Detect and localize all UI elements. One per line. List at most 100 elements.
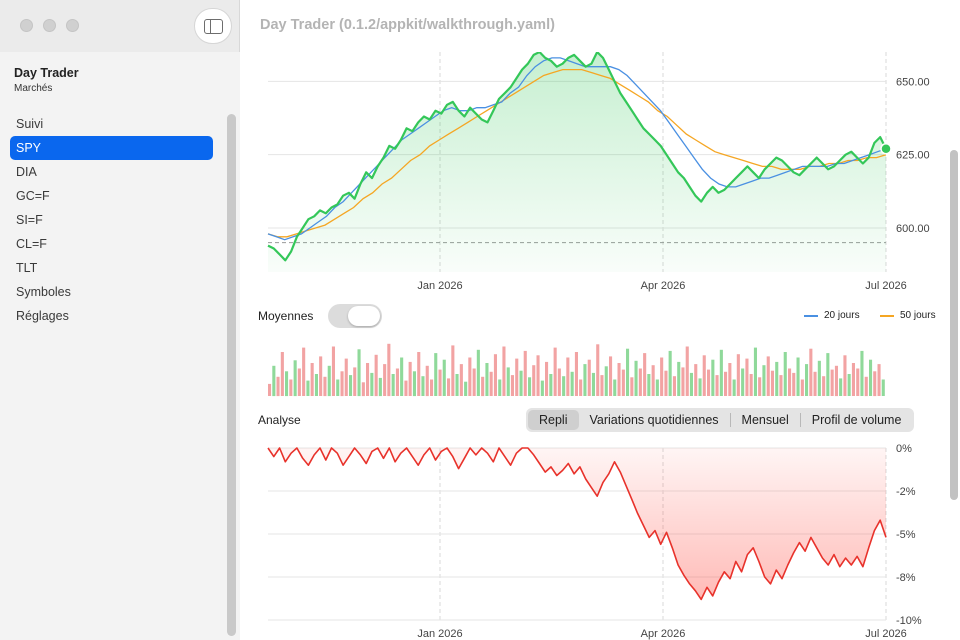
volume-bar: [361, 382, 365, 397]
volume-bar: [404, 380, 408, 396]
volume-bar: [783, 352, 787, 396]
segment-divider: [799, 413, 801, 427]
volume-bar: [383, 364, 387, 396]
volume-bar: [779, 375, 783, 396]
volume-bar: [353, 367, 357, 396]
volume-bar: [297, 368, 301, 396]
volume-bar: [447, 378, 451, 396]
sidebar-toggle-button[interactable]: [194, 8, 232, 44]
volume-bar: [323, 376, 327, 397]
minimize-window-button[interactable]: [43, 19, 56, 32]
volume-bar: [485, 363, 489, 396]
volume-bar: [336, 379, 340, 396]
sidebar-item-symboles[interactable]: Symboles: [16, 285, 71, 299]
sidebar-item-gc-f[interactable]: GC=F: [16, 189, 50, 203]
moyennes-label: Moyennes: [258, 309, 314, 323]
sidebar-item-tlt[interactable]: TLT: [16, 261, 38, 275]
volume-bar: [540, 380, 544, 396]
volume-bar: [528, 377, 532, 396]
volume-bar: [327, 365, 331, 397]
sidebar-item-spy[interactable]: SPY: [10, 136, 213, 160]
volume-bar: [630, 377, 634, 396]
volume-bar: [711, 359, 715, 396]
volume-bar: [455, 374, 459, 396]
sidebar-item-suivi[interactable]: Suivi: [16, 117, 44, 131]
volume-bar: [822, 376, 826, 396]
sidebar-item-cl-f[interactable]: CL=F: [16, 237, 47, 251]
volume-bar: [643, 353, 647, 396]
volume-bar: [877, 364, 881, 396]
moyennes-toggle[interactable]: [328, 304, 382, 328]
app-subtitle: Marchés: [14, 83, 53, 94]
volume-bar: [613, 379, 617, 396]
price-xtick-label: Jul 2026: [865, 280, 907, 292]
volume-bar: [408, 361, 412, 396]
volume-bar: [493, 354, 497, 396]
volume-bar: [553, 347, 557, 396]
price-last-point: [880, 143, 892, 155]
drawdown-ytick-label: -8%: [896, 572, 916, 584]
volume-bar: [319, 356, 323, 396]
volume-bar: [489, 371, 493, 396]
price-xtick-label: Jan 2026: [417, 280, 462, 292]
volume-bar: [839, 378, 843, 396]
volume-bar: [707, 369, 711, 396]
volume-bar: [502, 346, 506, 396]
volume-bar: [451, 345, 455, 396]
volume-bar: [792, 372, 796, 396]
drawdown-ytick-label: -10%: [896, 615, 922, 627]
legend-swatch-ma50: [880, 314, 894, 317]
volume-bar: [280, 352, 284, 396]
volume-bar: [830, 369, 834, 396]
segment-profil-de-volume[interactable]: Profil de volume: [811, 413, 902, 427]
price-ytick-label: 600.00: [896, 223, 930, 235]
volume-bar: [813, 371, 817, 396]
volume-bar: [651, 365, 655, 396]
volume-bar: [809, 348, 813, 396]
volume-bar: [869, 359, 873, 396]
volume-bar: [314, 374, 318, 396]
volume-bar: [860, 350, 864, 396]
volume-bar: [285, 371, 289, 397]
volume-bar: [476, 349, 480, 396]
volume-bar: [425, 365, 429, 397]
sidebar-item-r-glages[interactable]: Réglages: [16, 309, 69, 323]
segment-variations-quotidiennes[interactable]: Variations quotidiennes: [589, 413, 719, 427]
drawdown-ytick-label: -2%: [896, 486, 916, 498]
volume-bar: [596, 344, 600, 396]
analysis-segmented-control: Repli Variations quotidiennes Mensuel Pr…: [526, 408, 915, 432]
volume-bar: [587, 359, 591, 396]
volume-bar: [276, 376, 280, 397]
legend-label-ma20: 20 jours: [824, 310, 860, 321]
window-title: Day Trader (0.1.2/appkit/walkthrough.yam…: [260, 17, 555, 33]
segment-repli[interactable]: Repli: [528, 410, 579, 430]
app-title: Day Trader: [14, 66, 79, 80]
drawdown-ytick-label: -5%: [896, 529, 916, 541]
volume-bar: [395, 368, 399, 396]
zoom-window-button[interactable]: [66, 19, 79, 32]
volume-bar: [391, 374, 395, 396]
volume-bar: [400, 357, 404, 396]
volume-bar: [664, 370, 668, 396]
segment-mensuel[interactable]: Mensuel: [741, 413, 789, 427]
sidebar-item-si-f[interactable]: SI=F: [16, 213, 43, 227]
volume-bar: [617, 363, 621, 396]
sidebar: Day Trader Marchés Suivi SPY DIA GC=F SI=F CL…: [0, 0, 240, 640]
volume-bar: [689, 372, 693, 396]
volume-bar: [847, 374, 851, 396]
volume-bar: [881, 379, 885, 396]
volume-bar: [349, 375, 353, 396]
sidebar-nav: Suivi SPY DIA GC=F SI=F CL=F TLT Symboles Réglag…: [10, 112, 213, 328]
price-ytick-label: 650.00: [896, 76, 930, 88]
price-xtick-label: Apr 2026: [641, 280, 686, 292]
volume-bar: [421, 376, 425, 396]
volume-bar: [510, 375, 514, 396]
main-scrollbar[interactable]: [950, 150, 958, 500]
close-window-button[interactable]: [20, 19, 33, 32]
volume-bar: [549, 374, 553, 396]
volume-bar: [306, 380, 310, 396]
sidebar-scrollbar[interactable]: [227, 114, 236, 636]
volume-bar: [370, 372, 374, 396]
sidebar-item-dia[interactable]: DIA: [16, 165, 37, 179]
volume-bar: [331, 346, 335, 396]
